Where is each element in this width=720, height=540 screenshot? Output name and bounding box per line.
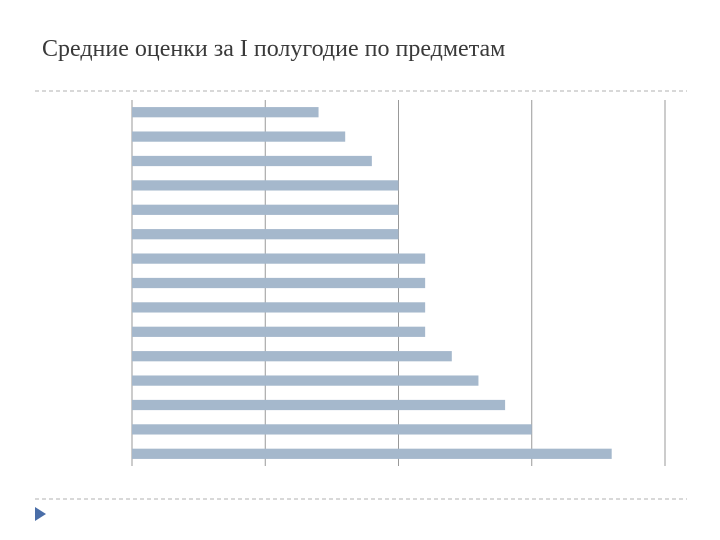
- slide-marker: [35, 507, 46, 521]
- bar: [132, 424, 532, 435]
- bar: [132, 180, 399, 191]
- bar: [132, 131, 346, 142]
- bar: [132, 375, 479, 386]
- bar: [132, 399, 506, 411]
- bar: [132, 253, 426, 264]
- chart-title: Средние оценки за I полугодие по предмет…: [42, 36, 505, 62]
- bar: [132, 302, 426, 313]
- bar: [132, 107, 319, 118]
- bar: [132, 448, 612, 459]
- bar: [132, 326, 426, 337]
- bar: [132, 204, 399, 215]
- bar: [132, 351, 452, 362]
- bar: [132, 155, 372, 167]
- bar: [132, 229, 399, 240]
- bar: [132, 277, 426, 289]
